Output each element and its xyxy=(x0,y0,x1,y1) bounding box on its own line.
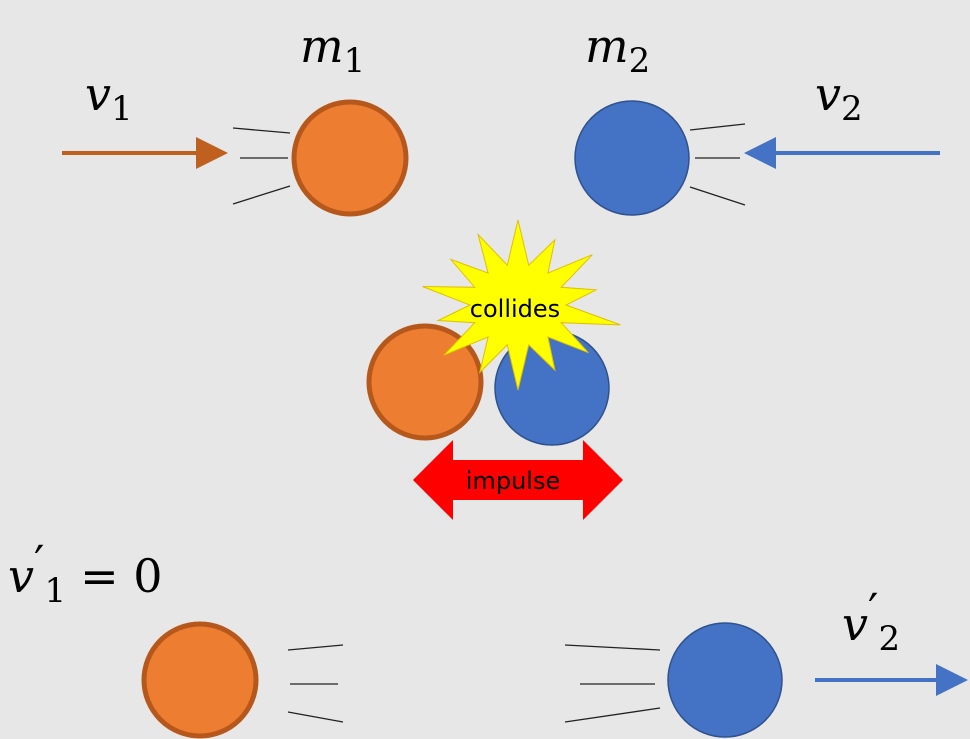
diagram: m1 m2 v1 v2 collides impulse v′1= 0 v′2 xyxy=(0,0,970,739)
ball-m1 xyxy=(144,624,256,736)
ball-m2 xyxy=(575,101,689,215)
ball-m1 xyxy=(294,102,406,214)
collides-label: collides xyxy=(470,295,560,323)
impulse-label: impulse xyxy=(466,467,560,495)
ball-m2 xyxy=(668,623,782,737)
